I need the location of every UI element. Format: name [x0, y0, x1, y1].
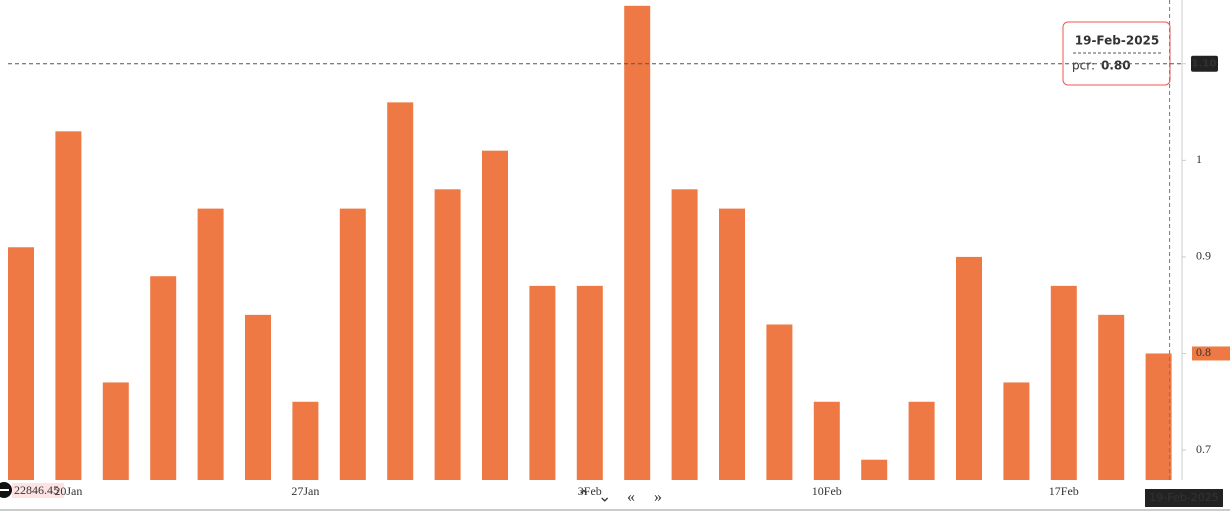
- bar: [956, 256, 982, 480]
- y-tick-label: 0.9: [1196, 249, 1211, 263]
- crosshair-x-bg: [1145, 489, 1223, 507]
- x-tick-label: 3Feb: [578, 484, 602, 498]
- nav-up[interactable]: ⌃: [577, 489, 590, 506]
- bar: [434, 189, 461, 480]
- last-value-bg: [1192, 346, 1230, 361]
- bar: [1145, 353, 1172, 480]
- bar: [908, 401, 935, 480]
- crosshair-x-label: 19-Feb-2025: [1149, 491, 1218, 504]
- tooltip-box: [1062, 21, 1171, 86]
- bar: [671, 189, 698, 480]
- nav-controls[interactable]: ⌃ ⌄ « »: [577, 489, 662, 506]
- tooltip: 19-Feb-2025 pcr: 0.80: [1062, 21, 1171, 86]
- bar: [102, 382, 129, 480]
- bar: [1003, 382, 1030, 480]
- nav-down[interactable]: ⌄: [598, 489, 611, 506]
- bar: [55, 131, 82, 480]
- bar: [719, 208, 745, 480]
- bar: [150, 276, 177, 480]
- nav-right[interactable]: »: [654, 489, 662, 506]
- bar: [8, 247, 34, 480]
- bar: [1098, 314, 1125, 480]
- y-tick-label: 0.7: [1196, 442, 1211, 456]
- crosshair-y-label: 1.10: [1192, 59, 1217, 70]
- bar: [387, 102, 414, 481]
- crosshair-y-bg: [1191, 55, 1218, 72]
- bar: [482, 150, 508, 480]
- x-tick-label: 17Feb: [1049, 484, 1079, 498]
- tooltip-series: pcr:: [1072, 59, 1095, 73]
- x-tick-label: 27Jan: [291, 484, 319, 498]
- bar: [1050, 285, 1077, 480]
- bar: [813, 401, 840, 480]
- last-value-label: 0.8: [1196, 345, 1211, 359]
- plot-area: [8, 5, 1172, 481]
- price-label-bg: [12, 483, 64, 498]
- bar: [197, 208, 224, 480]
- bar: [576, 285, 603, 480]
- nav-left[interactable]: «: [627, 489, 635, 506]
- x-tick-label: 20Jan: [54, 484, 82, 498]
- bar: [766, 324, 793, 480]
- bar: [529, 285, 556, 480]
- bar: [861, 459, 888, 480]
- bar: [339, 208, 366, 480]
- bar: [245, 314, 271, 480]
- tooltip-date: 19-Feb-2025: [1075, 34, 1160, 48]
- y-tick-label: 1: [1196, 152, 1202, 166]
- x-tick-label: 10Feb: [812, 484, 842, 498]
- bar: [624, 5, 651, 480]
- bar: [292, 401, 319, 480]
- price-label: 22846.45: [14, 483, 59, 497]
- tooltip-value: 0.80: [1101, 59, 1131, 73]
